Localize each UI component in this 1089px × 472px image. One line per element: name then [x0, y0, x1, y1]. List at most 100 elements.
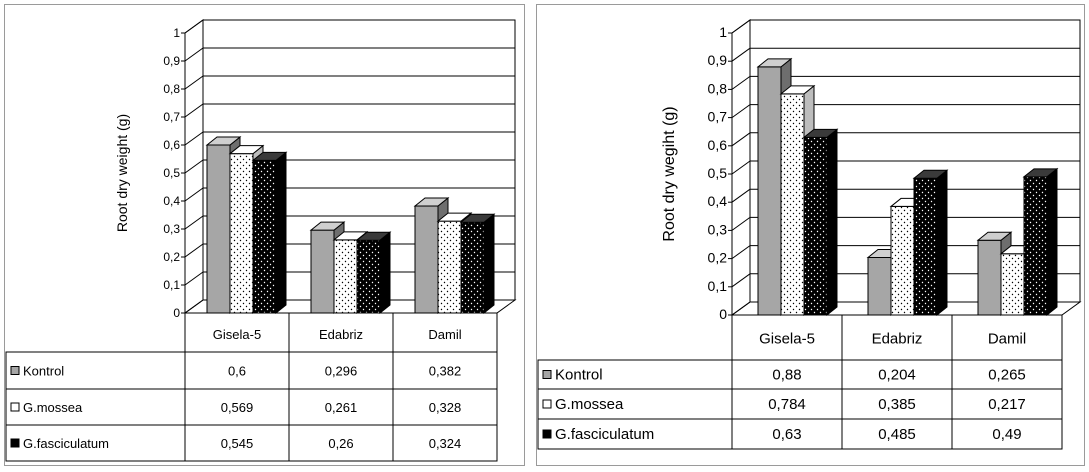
bar-top: [802, 128, 839, 138]
x-tick-label: Edabriz: [872, 331, 923, 348]
gridline-side: [731, 75, 751, 90]
data-label: 0,569: [221, 400, 254, 415]
bar-front: [1000, 253, 1025, 316]
bar-g-fasciculatum: [1022, 167, 1059, 317]
bar-top: [228, 145, 265, 155]
bar-front: [757, 66, 782, 316]
table-border: [537, 359, 1063, 450]
gridline-side: [184, 103, 204, 118]
y-tick-label: 0,6: [708, 137, 728, 153]
bar-top: [1022, 168, 1059, 178]
legend-label: Kontrol: [555, 367, 603, 384]
legend-swatch: [10, 438, 20, 448]
bar-front: [206, 144, 231, 314]
y-tick-label: 0: [173, 306, 180, 320]
gridline-side: [731, 301, 751, 316]
bar-front: [460, 221, 485, 314]
bar-front: [437, 220, 462, 314]
legend-label: G.mossea: [23, 400, 83, 415]
y-tick-label: 1: [719, 24, 727, 40]
bar-front: [356, 239, 381, 314]
y-tick-label: 0,5: [163, 166, 180, 180]
bar-front: [803, 136, 828, 316]
bar-g-fasciculatum: [355, 231, 392, 315]
data-label: 0,6: [228, 364, 246, 379]
data-label: 0,63: [772, 426, 801, 443]
bar-front: [1023, 176, 1048, 316]
data-label: 0,545: [221, 436, 254, 451]
data-label: 0,328: [429, 400, 462, 415]
bar-top: [459, 213, 496, 223]
gridline-side: [731, 245, 751, 260]
x-tick-label: Gisela-5: [213, 327, 261, 342]
bar-front: [414, 205, 439, 314]
data-label: 0,204: [878, 367, 916, 384]
bar-g-fasciculatum: [912, 169, 949, 317]
gridline-side: [184, 159, 204, 174]
y-tick-label: 1: [173, 26, 180, 40]
bar-front: [977, 239, 1002, 316]
legend-swatch: [542, 429, 552, 439]
bar-top: [756, 58, 793, 68]
gridline-side: [731, 47, 751, 62]
bar-front: [310, 229, 335, 314]
gridline-side: [184, 75, 204, 90]
legend-label: G.mossea: [555, 396, 624, 413]
y-tick-label: 0: [719, 306, 727, 322]
y-tick-label: 0,8: [163, 82, 180, 96]
data-label: 0,382: [429, 364, 462, 379]
legend-swatch: [542, 399, 552, 409]
bar-top: [251, 151, 288, 161]
y-tick-label: 0,7: [708, 109, 728, 125]
y-tick-label: 0,6: [163, 138, 180, 152]
data-label: 0,88: [772, 367, 801, 384]
y-tick-label: 0,2: [708, 250, 728, 266]
bar-top: [976, 231, 1013, 241]
y-tick-label: 0,1: [708, 278, 728, 294]
y-tick-label: 0,5: [708, 165, 728, 181]
gridline-side: [731, 104, 751, 119]
data-label: 0,485: [878, 426, 916, 443]
chart-panel-left: 0 0,1 0,2 0,3 0,4 0,5 0,6 0,7 0,8 0,9 1 Root dry we…: [4, 4, 525, 466]
y-tick-label: 0,9: [163, 54, 180, 68]
x-tick-label: Damil: [988, 331, 1026, 348]
bar-top: [355, 231, 392, 241]
bar-top: [413, 197, 450, 207]
bar-side: [275, 151, 287, 315]
bar-side: [483, 213, 495, 315]
x-tick-label: Gisela-5: [759, 331, 815, 348]
bar-g-fasciculatum: [459, 213, 496, 315]
y-tick-label: 0,7: [163, 110, 180, 124]
gridline-side: [184, 299, 204, 314]
legend-swatch: [542, 370, 552, 379]
y-tick-label: 0,3: [708, 221, 728, 237]
bar-top: [309, 221, 346, 231]
bar-g-fasciculatum: [802, 128, 839, 317]
data-label: 0,261: [325, 400, 358, 415]
y-axis-title: Root dry wegiht (g): [661, 106, 678, 241]
data-label: 0,324: [429, 436, 462, 451]
bar-front: [252, 159, 277, 314]
bar-side: [379, 231, 391, 315]
bar-front: [229, 153, 254, 314]
data-label: 0,49: [992, 426, 1021, 443]
gridline-side: [731, 216, 751, 231]
data-label: 0,385: [878, 396, 916, 413]
bar-top: [779, 85, 816, 95]
y-tick-label: 0,2: [163, 250, 180, 264]
chart-panel-right: 0 0,1 0,2 0,3 0,4 0,5 0,6 0,7 0,8 0,9 1 Root dry we…: [536, 4, 1085, 466]
bar-top: [912, 169, 949, 179]
bar-g-fasciculatum: [251, 151, 288, 315]
chart-left: 0 0,1 0,2 0,3 0,4 0,5 0,6 0,7 0,8 0,9 1 Root dry we…: [5, 19, 517, 462]
y-tick-label: 0,1: [163, 278, 180, 292]
y-tick-label: 0,4: [163, 194, 180, 208]
y-tick-label: 0,8: [708, 80, 728, 96]
gridline-side: [731, 19, 751, 34]
bar-top: [205, 136, 242, 146]
legend-swatch: [10, 402, 20, 412]
y-tick-label: 0,4: [708, 193, 728, 209]
x-tick-label: Damil: [428, 327, 461, 342]
gridline-side: [184, 47, 204, 62]
bar-top: [436, 212, 473, 222]
chart-right: 0 0,1 0,2 0,3 0,4 0,5 0,6 0,7 0,8 0,9 1 Root dry we…: [537, 19, 1082, 450]
